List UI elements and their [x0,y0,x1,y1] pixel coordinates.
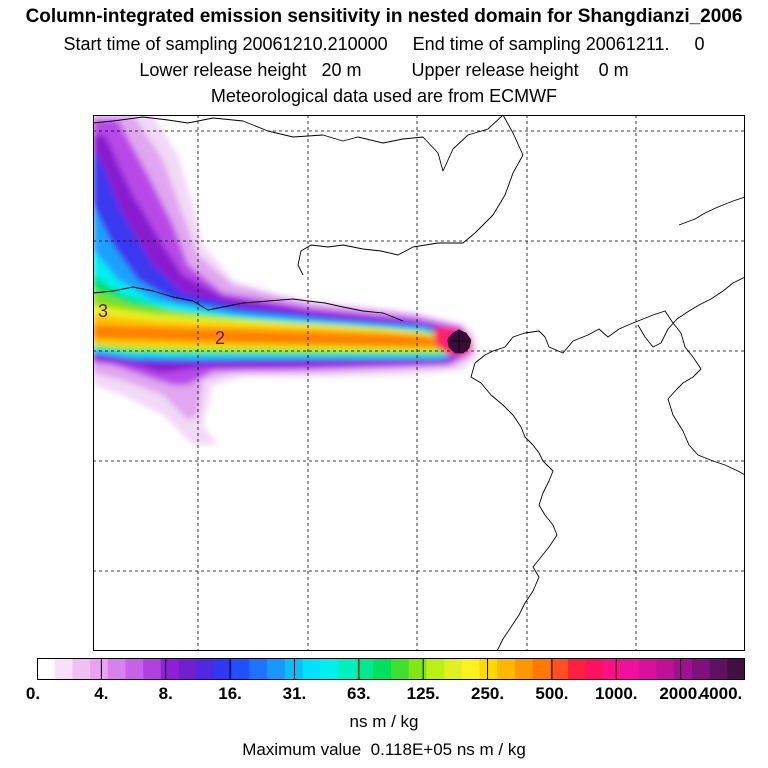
colorbar-cell [249,658,268,680]
colorbar-cell [355,658,374,680]
coastline-shandong [470,362,558,651]
contour-label-2: 2 [215,328,225,348]
colorbar-cell [709,658,728,680]
border-line-west [93,286,404,322]
maximum-value-text: Maximum value 0.118E+05 ns m / kg [242,740,526,759]
colorbar-cell [603,658,622,680]
colorbar-cell [373,658,392,680]
colorbar-cell [72,658,91,680]
colorbar-tick-label: 2000. [659,684,702,703]
colorbar-cell [497,658,516,680]
colorbar-tick-label: 1000. [594,684,638,703]
colorbar-units: ns m / kg [349,712,419,731]
colorbar-cell [107,658,127,680]
colorbar-tick-label: 250. [470,684,505,703]
colorbar-cell [302,658,321,680]
map-border [93,115,745,651]
colorbar-cell [638,658,658,680]
colorbar-cell [674,658,693,680]
colorbar-tick-label: 4. [94,684,109,703]
graticule [93,115,745,651]
map-title: Column-integrated emission sensitivity i… [25,6,743,27]
colorbar-cell [90,658,109,680]
colorbar-cell [514,658,534,680]
colorbar-cell [426,658,445,680]
colorbar-tick-label: 500. [535,684,569,703]
colorbar-cell [284,658,304,680]
colorbar-cell [143,658,162,680]
colorbar-cell [54,658,73,680]
sampling-time-line: Start time of sampling 20061210.210000 E… [63,34,705,54]
colorbar-cell [621,658,640,680]
colorbar-tick-label: 4000. [699,684,743,703]
colorbar-cell [337,658,357,680]
release-height-line: Lower release height 20 m Upper release … [139,60,629,80]
colorbar-tick-label: 63. [346,684,371,703]
colorbar-cell [568,658,587,680]
coastlines [93,115,745,651]
colorbar-tick-label: 16. [218,684,242,703]
colorbar-tick-label: 31. [282,684,307,703]
coastline-northeast [637,276,745,348]
emission-sensitivity-map: 3 2 [93,115,745,651]
coastline-korea [667,398,745,476]
colorbar-cell [691,658,711,680]
contour-label-3: 3 [98,301,108,321]
colorbar-cell [231,658,250,680]
colorbar-cell [160,658,180,680]
meteorological-data-line: Meteorological data used are from ECMWF [210,86,558,106]
colorbar-cell [37,658,56,680]
colorbar-cell [178,658,197,680]
border-line-east [297,115,524,276]
border-line-north [93,115,504,172]
colorbar-tick-label: 125. [406,684,440,703]
colorbar-cell [532,658,551,680]
colorbar-cell [585,658,604,680]
colorbar-cell [461,658,481,680]
colorbar-cell [479,658,498,680]
colorbar-border [37,658,745,680]
coastline-ne-2 [678,196,745,226]
coastline-bohai [474,310,702,400]
colorbar-cell [727,658,745,680]
colorbar-cell [656,658,675,680]
colorbar-tick-label: 0. [25,684,41,703]
colorbar-cell [125,658,144,680]
colorbar-cell [550,658,569,680]
colorbar-cell [267,658,286,680]
colorbar-cell [444,658,463,680]
colorbar-tick-label: 8. [158,684,173,703]
colorbar-cell [214,658,233,680]
plume-layer-deep-pink [93,325,449,347]
colorbar-cell [408,658,427,680]
colorbar-cell [196,658,215,680]
colorbar-cell [320,658,339,680]
colorbar [37,658,745,680]
colorbar-cell [391,658,410,680]
map-panel: 3 2 [93,115,745,651]
